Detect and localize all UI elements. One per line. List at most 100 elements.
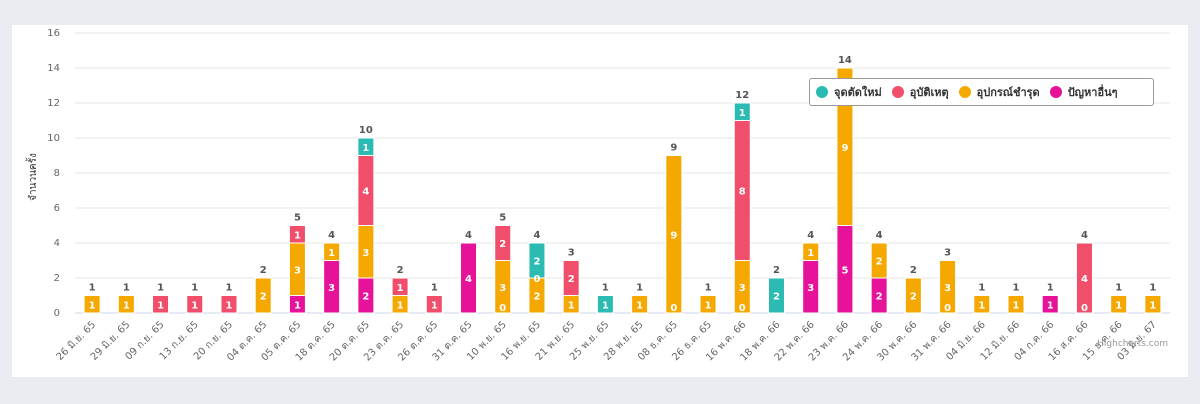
bar-stack[interactable]: 3 0 3	[939, 248, 957, 315]
bar-stack[interactable]: 1 2 3	[562, 248, 580, 314]
bar-stack[interactable]: 11	[1007, 283, 1025, 314]
bar-segment[interactable]	[733, 102, 751, 121]
bar-stack[interactable]: 3 1 4	[323, 230, 341, 314]
bar-stack[interactable]: 2 3 4 1 10	[357, 125, 375, 314]
bar-stack[interactable]: 1 1 2	[391, 265, 409, 314]
segment-label: 1	[705, 300, 712, 311]
legend-item-new-junction[interactable]: จุดตัดใหม่	[816, 83, 882, 101]
bar-segment[interactable]	[425, 295, 443, 314]
bar-stack[interactable]: 1 3 1 5	[288, 213, 306, 314]
segment-label: 0	[670, 303, 677, 314]
segment-label: 2	[499, 239, 506, 250]
segment-label: 1	[328, 248, 335, 259]
credits-link[interactable]: Highcharts.com	[1097, 339, 1168, 349]
bar-segment[interactable]	[767, 277, 785, 314]
bar-stack[interactable]: 5 9 14	[836, 55, 854, 314]
bar-segment[interactable]	[904, 277, 922, 314]
legend-item-other-problems[interactable]: ปัญหาอื่นๆ	[1049, 83, 1118, 101]
bar-stack[interactable]: 11	[1144, 283, 1162, 314]
bar-segment[interactable]	[939, 260, 957, 314]
segment-label: 3	[362, 248, 369, 259]
bar-segment[interactable]	[357, 137, 375, 156]
bar-segment[interactable]	[665, 155, 683, 314]
segment-label: 3	[944, 283, 951, 294]
bar-stack[interactable]: 22	[767, 265, 785, 314]
y-tick-label: 12	[47, 98, 60, 109]
bar-segment[interactable]	[323, 242, 341, 261]
legend-label: ปัญหาอื่นๆ	[1067, 86, 1118, 99]
bar-segment[interactable]	[870, 242, 888, 279]
bar-segment[interactable]	[288, 225, 306, 244]
legend-item-equipment-damaged[interactable]: อุปกรณ์ชำรุด	[958, 83, 1040, 101]
bar-stack[interactable]: 4 0 4	[1075, 230, 1093, 314]
bar-segment[interactable]	[254, 277, 272, 314]
total-label: 1	[123, 283, 130, 294]
bar-stack[interactable]: 3 1 4	[802, 230, 820, 314]
bar-stack[interactable]: 11	[1041, 283, 1059, 314]
segment-label: 2	[260, 292, 267, 303]
segment-label: 1	[123, 300, 130, 311]
segment-label: 2	[773, 292, 780, 303]
bar-segment[interactable]	[562, 260, 580, 296]
segment-label: 3	[328, 283, 335, 294]
bar-segment[interactable]	[802, 242, 820, 261]
bar-stack[interactable]: 11	[186, 283, 204, 314]
bar-segment[interactable]	[1041, 295, 1059, 314]
total-label: 2	[397, 265, 404, 276]
bar-segment[interactable]	[1110, 295, 1128, 314]
bar-segment[interactable]	[1075, 242, 1093, 314]
legend-item-accident[interactable]: อุบัติเหตุ	[891, 83, 949, 101]
segment-label: 0	[533, 274, 540, 285]
bar-segment[interactable]	[460, 242, 478, 314]
bar-stack[interactable]: 11	[425, 283, 443, 314]
bar-segment[interactable]	[391, 277, 409, 296]
bar-stack[interactable]: 11	[973, 283, 991, 314]
bar-segment[interactable]	[220, 295, 238, 314]
bar-stack[interactable]: 2 2 0 4	[528, 230, 546, 314]
bar-segment[interactable]	[596, 295, 614, 314]
segment-label: 1	[226, 300, 233, 311]
bar-segment[interactable]	[83, 295, 101, 314]
y-tick-label: 4	[54, 238, 60, 249]
total-label: 3	[944, 248, 951, 259]
bar-stack[interactable]: 11	[152, 283, 170, 314]
total-label: 1	[1115, 283, 1122, 294]
bar-segment[interactable]	[1144, 295, 1162, 314]
bar-stack[interactable]: 22	[254, 265, 272, 314]
segment-label: 1	[602, 300, 609, 311]
bar-segment[interactable]	[152, 295, 170, 314]
bar-stack[interactable]: 9 0 9	[665, 143, 683, 315]
segment-label: 1	[191, 300, 198, 311]
bar-segment[interactable]	[1007, 295, 1025, 314]
bar-segment[interactable]	[117, 295, 135, 314]
bar-stack[interactable]: 11	[220, 283, 238, 314]
segment-label: 0	[1081, 303, 1088, 314]
bar-stack[interactable]: 11	[83, 283, 101, 314]
segment-label: 9	[670, 230, 677, 241]
bar-stack[interactable]: 11	[631, 283, 649, 314]
legend-label: อุปกรณ์ชำรุด	[976, 86, 1040, 99]
segment-label: 4	[362, 187, 369, 198]
bar-stack[interactable]: 44	[460, 230, 478, 314]
bar-segment[interactable]	[494, 225, 512, 261]
segment-label: 1	[362, 143, 369, 154]
bar-segment[interactable]	[699, 295, 717, 314]
segment-label: 1	[89, 300, 96, 311]
bar-segment[interactable]	[186, 295, 204, 314]
bar-segment[interactable]	[631, 295, 649, 314]
bar-stack[interactable]: 2 2 4	[870, 230, 888, 314]
segment-label: 4	[1081, 274, 1088, 285]
y-tick-label: 0	[54, 308, 60, 319]
bar-stack[interactable]: 11	[117, 283, 135, 314]
bar-stack[interactable]: 11	[699, 283, 717, 314]
bar-segment[interactable]	[836, 67, 854, 226]
bar-segment[interactable]	[528, 242, 546, 279]
total-label: 1	[705, 283, 712, 294]
bar-stack[interactable]: 3 2 0 5	[494, 213, 512, 315]
bar-stack[interactable]: 22	[904, 265, 922, 314]
bar-segment[interactable]	[973, 295, 991, 314]
y-tick-label: 10	[47, 133, 60, 144]
bar-stack[interactable]: 11	[596, 283, 614, 314]
bar-stack[interactable]: 11	[1110, 283, 1128, 314]
